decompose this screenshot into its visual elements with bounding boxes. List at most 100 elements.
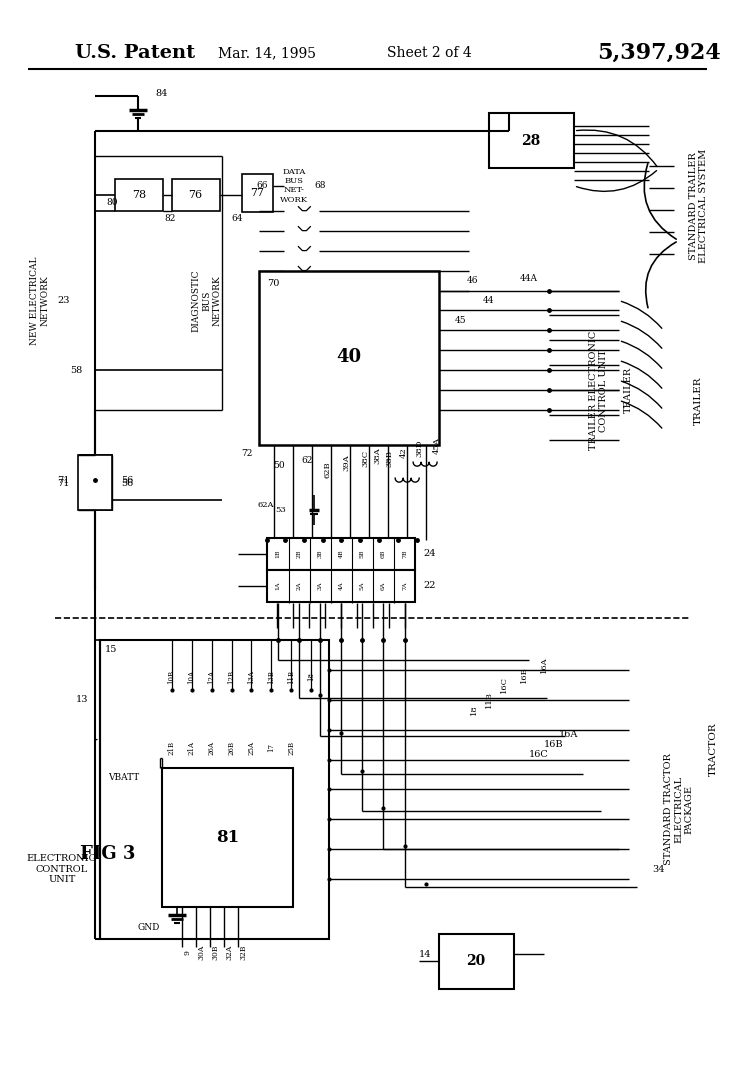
Text: 20: 20 bbox=[467, 955, 486, 969]
Text: 2B: 2B bbox=[297, 550, 302, 558]
Text: 4B: 4B bbox=[339, 549, 344, 558]
Text: 18: 18 bbox=[470, 705, 478, 715]
Text: 84: 84 bbox=[156, 90, 168, 98]
Text: VBATT: VBATT bbox=[107, 773, 139, 782]
Text: 10B: 10B bbox=[168, 670, 176, 683]
Text: 58: 58 bbox=[71, 365, 83, 375]
Text: 2A: 2A bbox=[297, 582, 302, 590]
Text: 80: 80 bbox=[107, 198, 118, 208]
Text: 16B: 16B bbox=[520, 666, 528, 683]
Text: 28: 28 bbox=[521, 134, 540, 148]
Text: 15: 15 bbox=[105, 644, 117, 654]
Text: 62: 62 bbox=[302, 456, 313, 465]
Text: 44: 44 bbox=[484, 296, 495, 305]
Text: NEW ELECTRICAL
NETWORK: NEW ELECTRICAL NETWORK bbox=[30, 256, 49, 345]
Text: 32A: 32A bbox=[225, 945, 233, 960]
Text: STANDARD TRAILER
ELECTRICAL SYSTEM: STANDARD TRAILER ELECTRICAL SYSTEM bbox=[689, 148, 708, 263]
Bar bbox=[78, 455, 112, 510]
Bar bbox=[79, 455, 112, 510]
Text: 9: 9 bbox=[183, 950, 191, 955]
Text: 6B: 6B bbox=[381, 550, 386, 558]
Text: 62B: 62B bbox=[323, 462, 331, 479]
Text: 7B: 7B bbox=[402, 550, 407, 558]
Text: 3A: 3A bbox=[318, 582, 322, 590]
Text: 45: 45 bbox=[456, 316, 467, 325]
Text: 70: 70 bbox=[267, 279, 280, 288]
Text: STANDARD TRACTOR
ELECTRICAL
PACKAGE: STANDARD TRACTOR ELECTRICAL PACKAGE bbox=[664, 753, 693, 866]
Text: 62A: 62A bbox=[258, 502, 275, 509]
Text: U.S. Patent: U.S. Patent bbox=[75, 44, 195, 62]
Text: 25B: 25B bbox=[287, 740, 295, 755]
Text: 66: 66 bbox=[256, 182, 267, 190]
Text: 38D: 38D bbox=[415, 440, 423, 457]
Text: 76: 76 bbox=[188, 189, 202, 200]
Text: 68: 68 bbox=[314, 182, 326, 190]
Bar bbox=[439, 934, 514, 989]
Text: 38B: 38B bbox=[385, 450, 393, 467]
Text: TRAILER ELECTRONIC
CONTROL UNIT: TRAILER ELECTRONIC CONTROL UNIT bbox=[589, 331, 609, 450]
Bar bbox=[162, 768, 294, 907]
Text: 39A: 39A bbox=[342, 454, 350, 470]
Text: 44A: 44A bbox=[520, 275, 538, 283]
Text: 22: 22 bbox=[423, 582, 436, 590]
Text: 16C: 16C bbox=[529, 750, 549, 759]
Text: 72: 72 bbox=[241, 449, 252, 457]
Text: 16B: 16B bbox=[544, 740, 564, 749]
Text: 64: 64 bbox=[232, 214, 244, 223]
Text: 11B: 11B bbox=[287, 670, 295, 683]
Bar bbox=[260, 270, 439, 445]
Text: 21B: 21B bbox=[168, 740, 176, 755]
Text: 7A: 7A bbox=[402, 582, 407, 590]
Text: 71: 71 bbox=[57, 476, 70, 484]
Text: Mar. 14, 1995: Mar. 14, 1995 bbox=[219, 46, 316, 61]
Text: 53: 53 bbox=[276, 506, 286, 515]
Bar bbox=[267, 538, 415, 570]
Text: Sheet 2 of 4: Sheet 2 of 4 bbox=[386, 46, 472, 61]
Text: 13A: 13A bbox=[247, 670, 255, 683]
Text: 12A: 12A bbox=[208, 670, 216, 683]
Bar bbox=[241, 174, 274, 212]
Text: 71: 71 bbox=[57, 479, 70, 488]
Text: 40: 40 bbox=[336, 348, 362, 366]
Text: 50: 50 bbox=[273, 461, 284, 469]
Text: 5,397,924: 5,397,924 bbox=[597, 42, 721, 64]
Text: 42: 42 bbox=[400, 446, 408, 457]
Text: 16A: 16A bbox=[559, 730, 578, 739]
Text: 82: 82 bbox=[164, 214, 175, 223]
Text: 17: 17 bbox=[267, 743, 275, 752]
Text: 38C: 38C bbox=[361, 450, 369, 467]
Text: 45A: 45A bbox=[433, 437, 441, 454]
Text: 5B: 5B bbox=[360, 550, 365, 558]
Text: 77: 77 bbox=[250, 188, 264, 198]
Text: 46: 46 bbox=[467, 276, 478, 285]
Text: 5A: 5A bbox=[360, 582, 365, 590]
Text: 16A: 16A bbox=[540, 656, 548, 673]
Bar bbox=[100, 640, 329, 939]
Text: ELECTRONIC
CONTROL
UNIT: ELECTRONIC CONTROL UNIT bbox=[27, 854, 97, 884]
Text: TRACTOR: TRACTOR bbox=[709, 723, 718, 776]
Text: 24: 24 bbox=[423, 549, 436, 559]
Text: GND: GND bbox=[138, 923, 160, 932]
Text: TRAILER: TRAILER bbox=[624, 368, 633, 413]
Text: 1A: 1A bbox=[275, 582, 280, 590]
Text: 14: 14 bbox=[419, 949, 431, 959]
Text: 38A: 38A bbox=[373, 446, 381, 464]
Text: 34: 34 bbox=[652, 865, 665, 873]
Text: 4A: 4A bbox=[339, 582, 344, 590]
Text: 1B: 1B bbox=[275, 550, 280, 558]
Text: 11B: 11B bbox=[485, 691, 493, 708]
Text: 56: 56 bbox=[121, 476, 134, 484]
Text: 81: 81 bbox=[216, 829, 239, 846]
Text: 6A: 6A bbox=[381, 582, 386, 590]
Text: 30A: 30A bbox=[197, 945, 205, 960]
Text: 26A: 26A bbox=[208, 740, 216, 755]
Text: 26B: 26B bbox=[227, 740, 236, 755]
Text: 3B: 3B bbox=[318, 550, 322, 558]
Text: DIAGNOSTIC
BUS
NETWORK: DIAGNOSTIC BUS NETWORK bbox=[191, 269, 222, 332]
Text: 12B: 12B bbox=[227, 670, 236, 683]
Text: TRAILER: TRAILER bbox=[694, 376, 703, 425]
Text: 10A: 10A bbox=[188, 670, 196, 683]
Text: 13: 13 bbox=[75, 695, 88, 704]
Text: 18: 18 bbox=[308, 672, 315, 681]
Text: 13B: 13B bbox=[267, 670, 275, 683]
